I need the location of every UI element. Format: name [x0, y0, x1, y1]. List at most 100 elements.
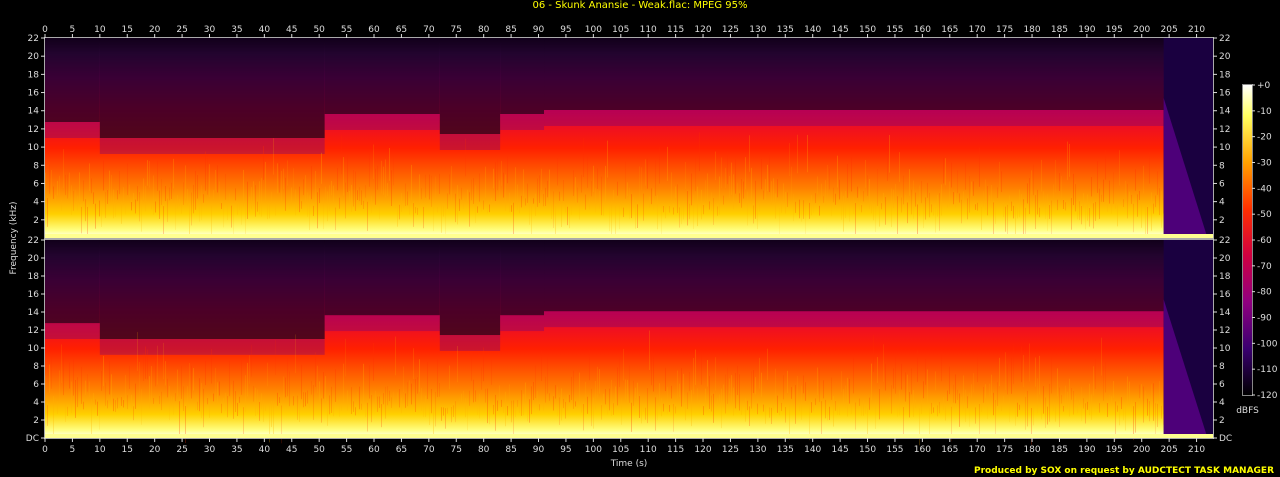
- texture-streak: [1015, 398, 1016, 426]
- texture-streak: [385, 386, 386, 419]
- texture-streak: [849, 378, 850, 404]
- texture-streak: [69, 172, 70, 199]
- texture-streak: [581, 402, 582, 413]
- x-tick-label-top: 0: [42, 25, 48, 35]
- texture-streak: [399, 204, 400, 220]
- texture-streak: [1019, 404, 1020, 410]
- texture-streak: [199, 206, 200, 222]
- texture-streak: [89, 163, 90, 192]
- x-tick-label-bottom: 105: [612, 445, 629, 455]
- texture-streak: [825, 180, 826, 206]
- y-tick-label-right: 18: [1219, 272, 1231, 282]
- texture-streak: [1149, 152, 1150, 184]
- texture-streak: [643, 406, 644, 412]
- texture-streak: [627, 379, 628, 405]
- texture-streak: [1153, 203, 1154, 214]
- texture-streak: [65, 174, 66, 196]
- texture-streak: [845, 190, 846, 218]
- texture-streak: [955, 374, 956, 404]
- texture-streak: [895, 357, 896, 394]
- texture-streak: [1105, 150, 1106, 180]
- y-tick-label-left: 4: [33, 198, 39, 208]
- x-tick-label-bottom: 90: [533, 445, 545, 455]
- texture-streak: [263, 400, 264, 422]
- texture-streak: [283, 168, 284, 190]
- y-tick-label-right: 4: [1219, 398, 1225, 408]
- texture-streak: [147, 349, 148, 380]
- texture-streak: [851, 403, 852, 414]
- texture-streak: [401, 193, 402, 212]
- texture-streak: [183, 182, 184, 205]
- colorbar-tick-label: -100: [1257, 339, 1278, 349]
- segment-fade-1-5: [500, 114, 545, 130]
- texture-streak: [1021, 193, 1022, 205]
- texture-streak: [807, 134, 808, 173]
- texture-streak: [1025, 207, 1026, 242]
- y-tick-label-left: 10: [28, 143, 40, 153]
- texture-streak: [935, 207, 936, 233]
- texture-streak: [615, 206, 616, 240]
- texture-streak: [935, 371, 936, 391]
- y-tick-label-right: 10: [1219, 143, 1231, 153]
- x-tick-label-top: 15: [122, 25, 133, 35]
- texture-streak: [211, 205, 212, 243]
- texture-streak: [489, 204, 490, 213]
- texture-streak: [545, 187, 546, 206]
- texture-streak: [769, 407, 770, 418]
- segment-shade-1-2: [99, 38, 325, 138]
- texture-streak: [497, 159, 498, 191]
- texture-streak: [927, 182, 928, 198]
- texture-streak: [195, 170, 196, 210]
- texture-streak: [79, 172, 80, 206]
- texture-streak: [1081, 386, 1082, 422]
- texture-streak: [715, 151, 716, 181]
- texture-streak: [777, 179, 778, 198]
- texture-streak: [877, 169, 878, 206]
- texture-streak: [1105, 361, 1106, 393]
- texture-streak: [915, 192, 916, 207]
- texture-streak: [1049, 383, 1050, 422]
- texture-streak: [527, 401, 528, 422]
- texture-streak: [385, 159, 386, 198]
- texture-streak: [801, 385, 802, 420]
- texture-streak: [361, 190, 362, 205]
- texture-streak: [681, 202, 682, 225]
- texture-streak: [983, 191, 984, 207]
- texture-streak: [765, 403, 766, 424]
- texture-streak: [673, 403, 674, 432]
- x-tick-label-bottom: 30: [204, 445, 216, 455]
- texture-streak: [685, 161, 686, 190]
- texture-streak: [985, 384, 986, 399]
- texture-streak: [153, 398, 154, 404]
- texture-streak: [841, 371, 842, 392]
- texture-streak: [435, 391, 436, 427]
- texture-streak: [741, 404, 742, 415]
- texture-streak: [675, 186, 676, 198]
- texture-streak: [933, 407, 934, 413]
- texture-streak: [67, 174, 68, 199]
- x-tick-label-top: 30: [204, 25, 216, 35]
- texture-streak: [211, 348, 212, 384]
- texture-streak: [165, 361, 166, 386]
- texture-streak: [597, 366, 598, 398]
- texture-streak: [173, 158, 174, 189]
- texture-streak: [1157, 403, 1158, 427]
- texture-streak: [345, 338, 346, 377]
- texture-streak: [1051, 355, 1052, 394]
- colorbar-tick-label: -80: [1257, 288, 1272, 298]
- texture-streak: [839, 407, 840, 416]
- texture-streak: [355, 171, 356, 211]
- texture-streak: [549, 169, 550, 203]
- texture-streak: [469, 390, 470, 406]
- texture-streak: [413, 203, 414, 227]
- texture-streak: [113, 189, 114, 219]
- texture-streak: [227, 396, 228, 418]
- texture-streak: [327, 191, 328, 222]
- texture-streak: [1007, 363, 1008, 395]
- texture-streak: [463, 390, 464, 403]
- texture-streak: [209, 164, 210, 198]
- texture-streak: [197, 175, 198, 199]
- texture-streak: [55, 194, 56, 204]
- texture-streak: [945, 406, 946, 421]
- texture-streak: [273, 138, 274, 175]
